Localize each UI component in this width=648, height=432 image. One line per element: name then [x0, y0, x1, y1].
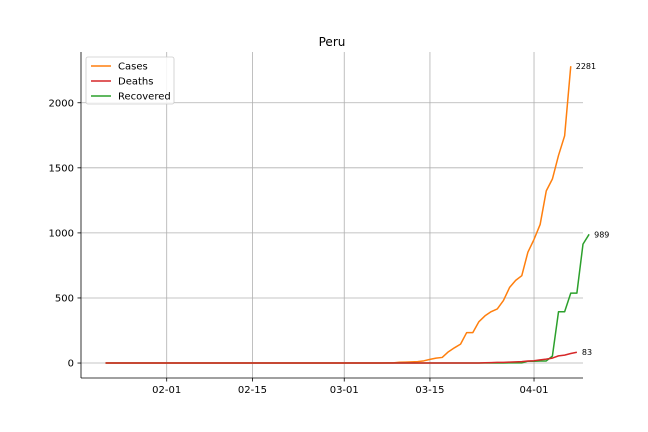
x-tick-label: 04-01 — [519, 385, 548, 396]
x-tick-label: 03-15 — [415, 385, 444, 396]
y-tick-label: 1000 — [49, 228, 74, 239]
y-tick-label: 0 — [68, 359, 74, 370]
chart-title: Peru — [319, 35, 346, 49]
end-labels: 2281 989 83 — [576, 62, 610, 357]
legend-box — [85, 56, 175, 105]
end-label-deaths: 83 — [582, 348, 592, 357]
series-lines — [105, 66, 590, 364]
axes — [80, 52, 583, 379]
series-line-deaths — [105, 351, 578, 364]
end-label-recovered: 989 — [594, 230, 609, 239]
x-tick-label: 02-15 — [238, 385, 267, 396]
y-tick-label: 2000 — [49, 98, 74, 109]
tick-labels: 02-01 02-15 03-01 03-15 04-01 0 500 1000 1500 200… — [49, 98, 549, 396]
x-tick-label: 02-01 — [152, 385, 181, 396]
x-tick-label: 03-01 — [330, 385, 359, 396]
legend: Cases Deaths Recovered — [85, 56, 175, 105]
legend-label-cases: Cases — [118, 62, 148, 73]
y-tick-label: 500 — [55, 293, 74, 304]
legend-label-deaths: Deaths — [118, 77, 153, 88]
legend-label-recovered: Recovered — [118, 92, 171, 103]
y-tick-label: 1500 — [49, 163, 74, 174]
end-label-cases: 2281 — [576, 62, 596, 71]
